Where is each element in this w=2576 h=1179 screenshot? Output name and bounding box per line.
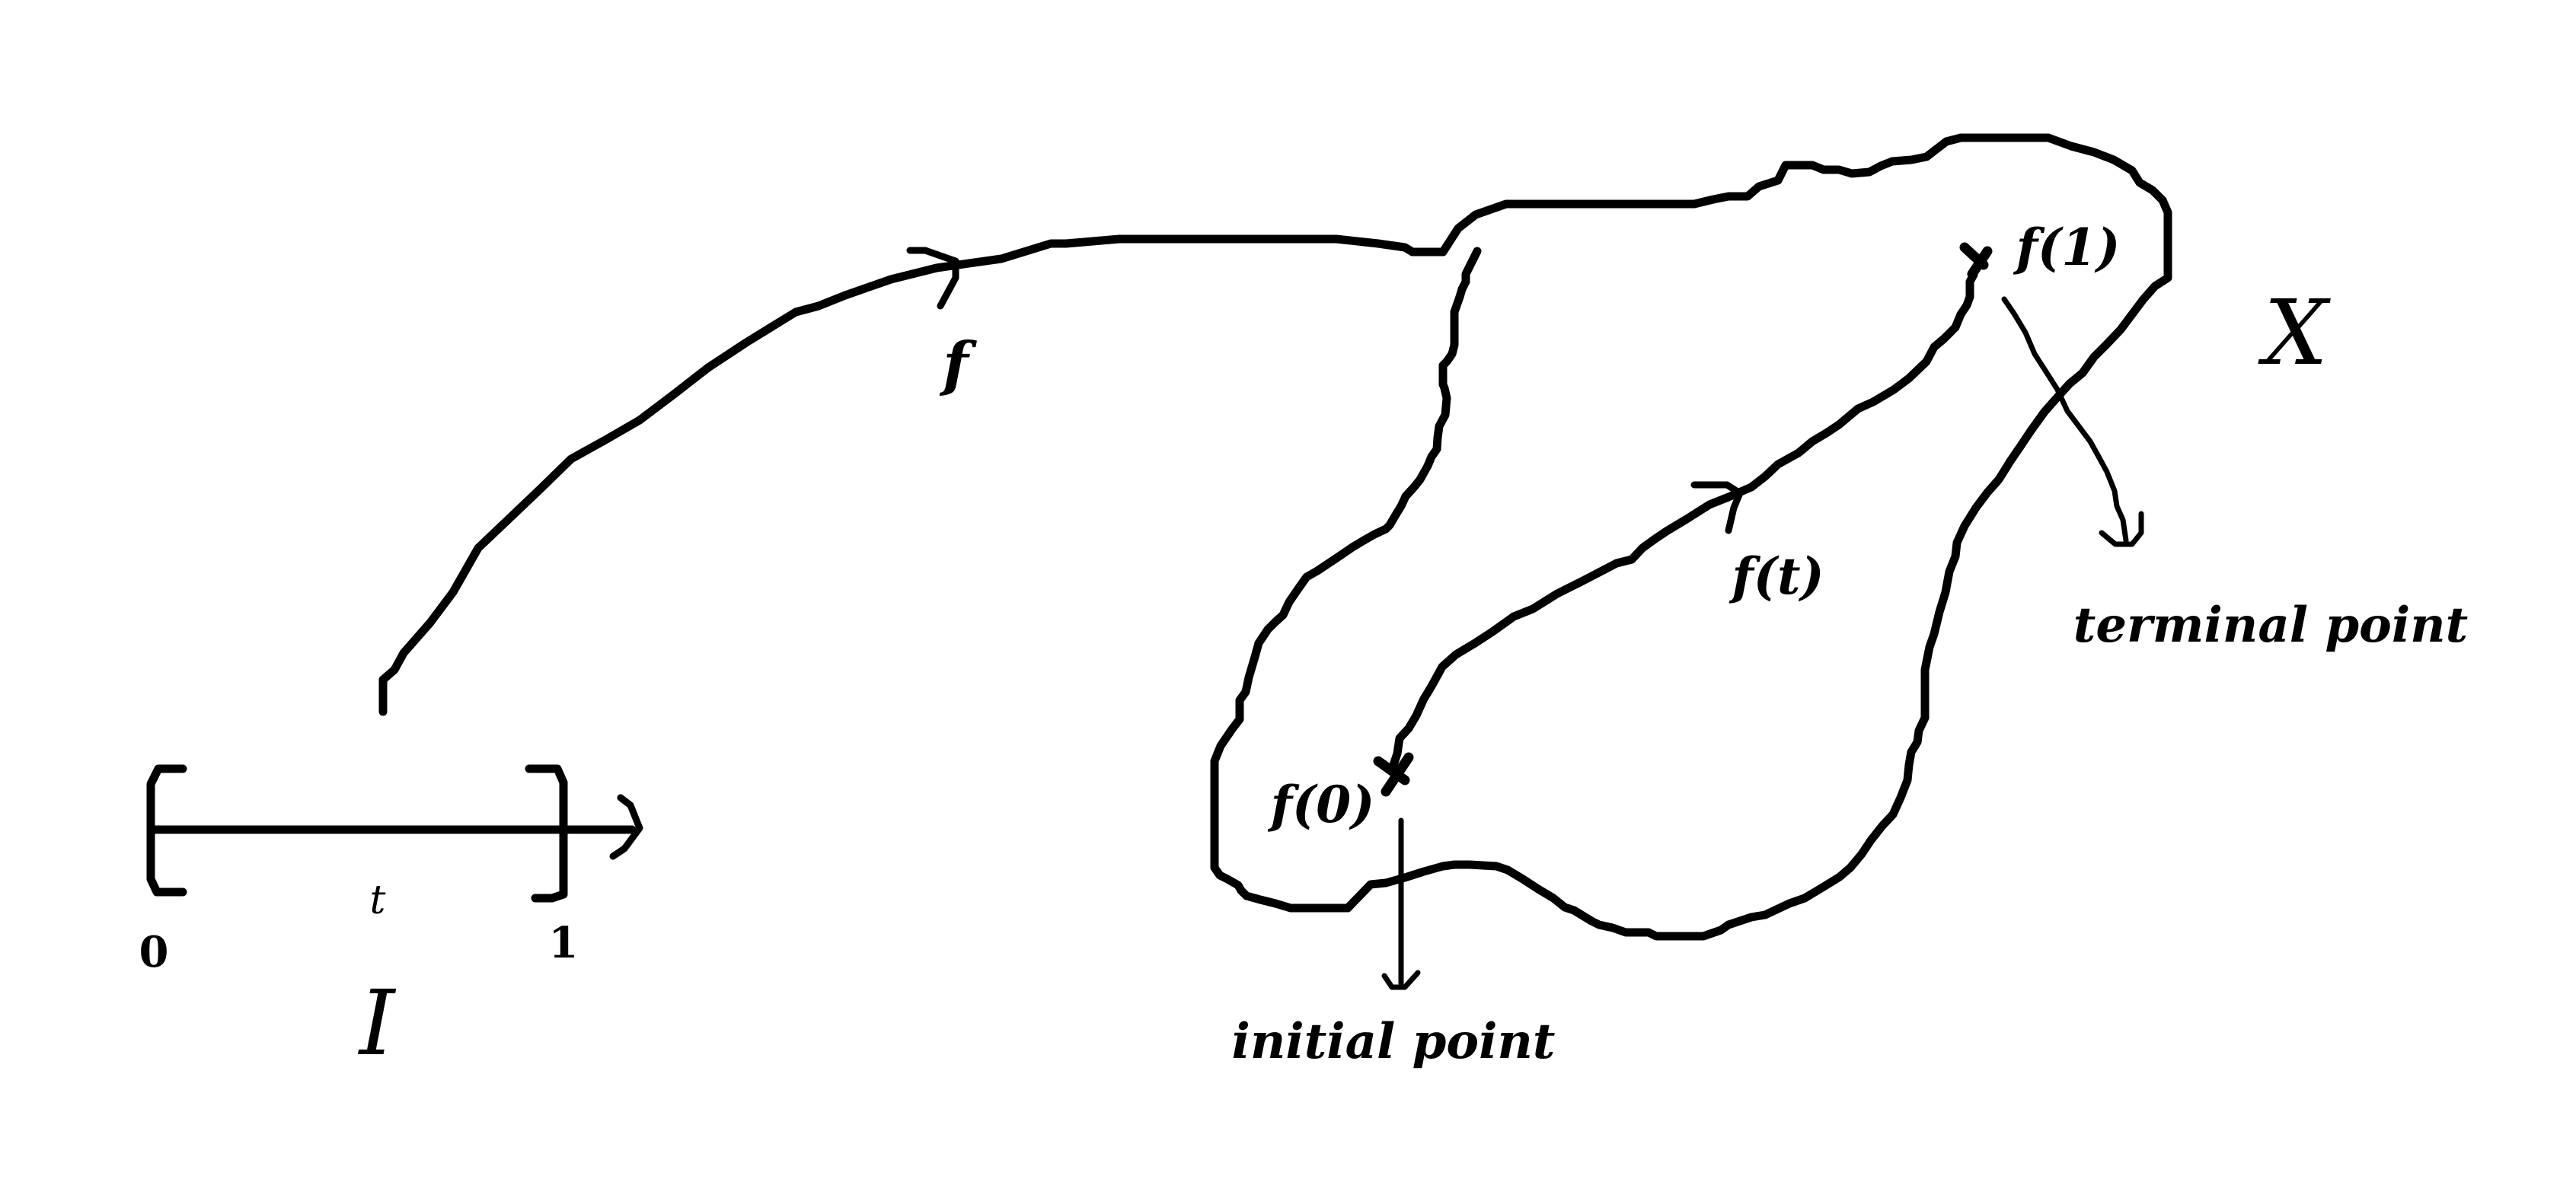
map-f-arrowhead [906,247,959,310]
interval-axis-arrowhead [609,794,643,860]
middle-point-label: f(t) [1729,546,1824,606]
initial-point-label: initial point [1232,1013,1556,1070]
interval-left-endpoint-label: 0 [139,927,169,977]
end-point-label: f(1) [2013,218,2121,277]
terminal-point-pointer [2001,296,2144,547]
space-x-boundary [1210,133,2172,941]
terminal-point-label: terminal point [2073,597,2468,654]
interval-variable-label: t [370,878,386,923]
map-f-arrow [378,234,1448,716]
space-x-label: X [2258,280,2331,385]
path-curve [1389,270,1978,770]
interval-name-label: I [358,970,397,1075]
path-midpoint-arrowhead [1690,481,1744,534]
start-point-mark [1373,752,1414,797]
start-point-label: f(0) [1268,775,1375,834]
initial-point-pointer [1381,817,1421,990]
interval-right-endpoint-label: 1 [549,918,579,968]
interval-right-bracket [525,764,568,903]
interval-group [146,764,643,903]
end-point-mark [1959,242,1993,279]
map-f-label: f [939,330,977,399]
